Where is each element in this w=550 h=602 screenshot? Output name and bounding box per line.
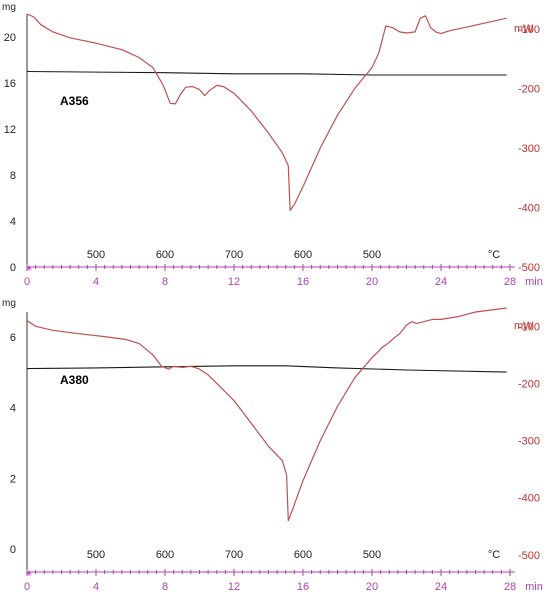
heat-flow-curve — [26, 13, 507, 211]
temperature-tick-label: 500 — [363, 249, 381, 261]
axis-origin-marker: ∗ — [25, 263, 33, 273]
time-tick-label: 24 — [435, 581, 447, 593]
left-tick-label: 20 — [4, 32, 16, 44]
time-tick-label: 28 — [504, 276, 516, 288]
time-axis-unit: min — [525, 581, 543, 593]
chart-panel-a356: ∗ — [25, 13, 515, 273]
sample-label: A380 — [60, 373, 89, 387]
time-tick-label: 16 — [297, 581, 309, 593]
left-tick-label: 4 — [10, 216, 16, 228]
left-tick-label: 12 — [4, 124, 16, 136]
right-tick-label: -100 — [518, 24, 540, 36]
temperature-tick-label: 700 — [225, 549, 243, 561]
chart-panel-a380: ∗ — [25, 307, 515, 578]
time-tick-label: 4 — [93, 276, 99, 288]
temperature-unit: °C — [488, 549, 500, 561]
temperature-tick-label: 500 — [363, 549, 381, 561]
right-tick-label: -300 — [518, 143, 540, 155]
left-tick-label: 2 — [10, 473, 16, 485]
temperature-tick-label: 600 — [156, 549, 174, 561]
time-tick-label: 20 — [366, 581, 378, 593]
time-tick-label: 28 — [504, 581, 516, 593]
left-tick-label: 8 — [10, 170, 16, 182]
right-tick-label: -100 — [518, 321, 540, 333]
time-tick-label: 0 — [24, 581, 30, 593]
time-tick-label: 8 — [162, 581, 168, 593]
right-tick-label: -300 — [518, 436, 540, 448]
right-tick-label: -500 — [518, 550, 540, 562]
time-tick-label: 4 — [93, 581, 99, 593]
time-tick-label: 24 — [435, 276, 447, 288]
temperature-tick-label: 500 — [87, 549, 105, 561]
left-axis-unit: mg — [2, 2, 16, 13]
temperature-tick-label: 500 — [87, 249, 105, 261]
mass-curve — [26, 70, 507, 76]
time-axis-unit: min — [525, 276, 543, 288]
time-tick-label: 12 — [228, 581, 240, 593]
mass-curve — [26, 365, 507, 373]
time-tick-label: 8 — [162, 276, 168, 288]
left-tick-label: 4 — [10, 403, 16, 415]
time-tick-label: 0 — [24, 276, 30, 288]
left-tick-label: 0 — [10, 544, 16, 556]
right-tick-label: -200 — [518, 378, 540, 390]
time-tick-label: 12 — [228, 276, 240, 288]
temperature-tick-label: 700 — [225, 249, 243, 261]
heat-flow-curve — [26, 307, 507, 522]
temperature-tick-label: 600 — [294, 549, 312, 561]
left-tick-label: 16 — [4, 78, 16, 90]
right-tick-label: -400 — [518, 493, 540, 505]
right-tick-label: -200 — [518, 83, 540, 95]
temperature-unit: °C — [488, 249, 500, 261]
temperature-tick-label: 600 — [294, 249, 312, 261]
axis-origin-marker: ∗ — [25, 568, 33, 578]
time-tick-label: 20 — [366, 276, 378, 288]
right-tick-label: -500 — [518, 262, 540, 274]
right-axis-unit: mW — [514, 23, 534, 35]
time-tick-label: 16 — [297, 276, 309, 288]
left-tick-label: 6 — [10, 332, 16, 344]
right-axis-unit: mW — [514, 320, 534, 332]
sample-label: A356 — [60, 94, 89, 108]
left-tick-label: 0 — [10, 262, 16, 274]
left-axis-unit: mg — [2, 298, 16, 309]
temperature-tick-label: 600 — [156, 249, 174, 261]
right-tick-label: -400 — [518, 202, 540, 214]
